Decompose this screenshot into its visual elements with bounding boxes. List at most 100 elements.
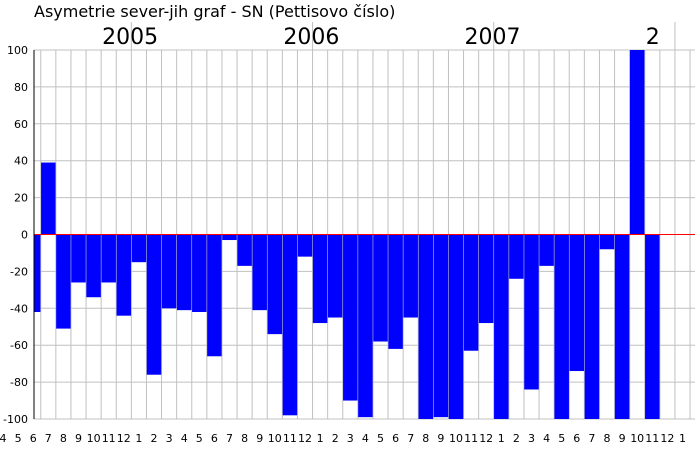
chart-title: Asymetrie sever-jih graf - SN (Pettisovo…: [34, 2, 395, 21]
bar: [509, 234, 524, 279]
x-tick-label: 11: [283, 432, 297, 445]
y-tick-label: 60: [14, 118, 28, 131]
x-tick-label: 12: [660, 432, 674, 445]
bar: [222, 234, 237, 241]
x-tick-label: 11: [102, 432, 116, 445]
x-tick-label: 10: [449, 432, 463, 445]
x-tick-label: 5: [377, 432, 384, 445]
bar: [463, 234, 479, 351]
x-tick-label: 10: [268, 432, 282, 445]
x-tick-label: 7: [45, 432, 52, 445]
bar: [41, 162, 56, 235]
bar: [524, 234, 539, 390]
x-tick-label: 8: [241, 432, 248, 445]
x-tick-label: 5: [558, 432, 565, 445]
x-tick-label: 2: [513, 432, 520, 445]
x-tick-label: 2: [151, 432, 158, 445]
bar: [403, 234, 418, 318]
bar: [207, 234, 222, 357]
x-tick-label: 12: [117, 432, 131, 445]
bar: [629, 50, 645, 235]
bar: [56, 234, 71, 329]
bar: [569, 234, 585, 372]
x-tick-label: 12: [298, 432, 312, 445]
bar: [554, 234, 569, 419]
bar: [433, 234, 449, 418]
bar: [327, 234, 343, 318]
x-tick-label: 8: [60, 432, 67, 445]
bar: [297, 234, 313, 257]
x-tick-label: 7: [226, 432, 233, 445]
bar: [86, 234, 101, 298]
bar: [146, 234, 162, 375]
x-tick-label: 5: [196, 432, 203, 445]
bar: [645, 234, 660, 419]
y-tick-label: 0: [21, 229, 28, 242]
x-tick-label: 10: [630, 432, 644, 445]
x-tick-label: 12: [479, 432, 493, 445]
y-tick-label: -20: [10, 265, 28, 278]
bar: [252, 234, 267, 311]
x-tick-label: 3: [528, 432, 535, 445]
x-tick-label: 6: [573, 432, 580, 445]
x-tick-label: 6: [392, 432, 399, 445]
bar: [116, 234, 132, 316]
bar: [388, 234, 403, 349]
bar: [584, 234, 600, 419]
year-label: 2007: [465, 25, 521, 50]
year-label: 2006: [283, 25, 339, 50]
bar: [539, 234, 554, 266]
bar: [494, 234, 509, 419]
bar: [373, 234, 388, 342]
x-tick-label: 4: [543, 432, 550, 445]
x-tick-label: 7: [407, 432, 414, 445]
y-tick-label: 40: [14, 155, 28, 168]
x-tick-label: 1: [317, 432, 324, 445]
x-tick-label: 7: [588, 432, 595, 445]
y-tick-label: 100: [7, 44, 28, 57]
year-label: 2: [646, 25, 660, 50]
x-tick-label: 1: [498, 432, 505, 445]
bar: [131, 234, 147, 263]
bar: [343, 234, 358, 401]
x-tick-label: 11: [464, 432, 478, 445]
x-tick-label: 9: [256, 432, 263, 445]
x-tick-label: 4: [362, 432, 369, 445]
y-tick-label: 80: [14, 81, 28, 94]
x-tick-label: 4: [0, 432, 7, 445]
y-tick-label: -60: [10, 339, 28, 352]
bar: [448, 234, 464, 419]
bar: [237, 234, 252, 266]
x-tick-label: 9: [437, 432, 444, 445]
bar: [192, 234, 207, 312]
x-tick-label: 1: [679, 432, 686, 445]
bar: [282, 234, 298, 416]
bar: [312, 234, 328, 324]
bar: [478, 234, 494, 324]
x-tick-label: 9: [619, 432, 626, 445]
bar: [161, 234, 177, 309]
y-tick-label: -100: [3, 413, 28, 426]
bar: [71, 234, 86, 283]
x-tick-label: 11: [645, 432, 659, 445]
bar: [176, 234, 192, 311]
bar: [599, 234, 615, 250]
x-tick-label: 3: [347, 432, 354, 445]
x-tick-label: 4: [181, 432, 188, 445]
y-tick-label: -40: [10, 302, 28, 315]
y-tick-label: -80: [10, 376, 28, 389]
x-tick-label: 5: [15, 432, 22, 445]
x-tick-label: 6: [211, 432, 218, 445]
x-tick-label: 9: [75, 432, 82, 445]
x-tick-label: 6: [30, 432, 37, 445]
bar: [34, 234, 41, 312]
year-label: 2005: [102, 25, 158, 50]
x-tick-label: 2: [332, 432, 339, 445]
x-tick-label: 1: [135, 432, 142, 445]
bar: [267, 234, 283, 335]
bar: [614, 234, 630, 419]
x-tick-label: 8: [422, 432, 429, 445]
bar: [358, 234, 373, 418]
